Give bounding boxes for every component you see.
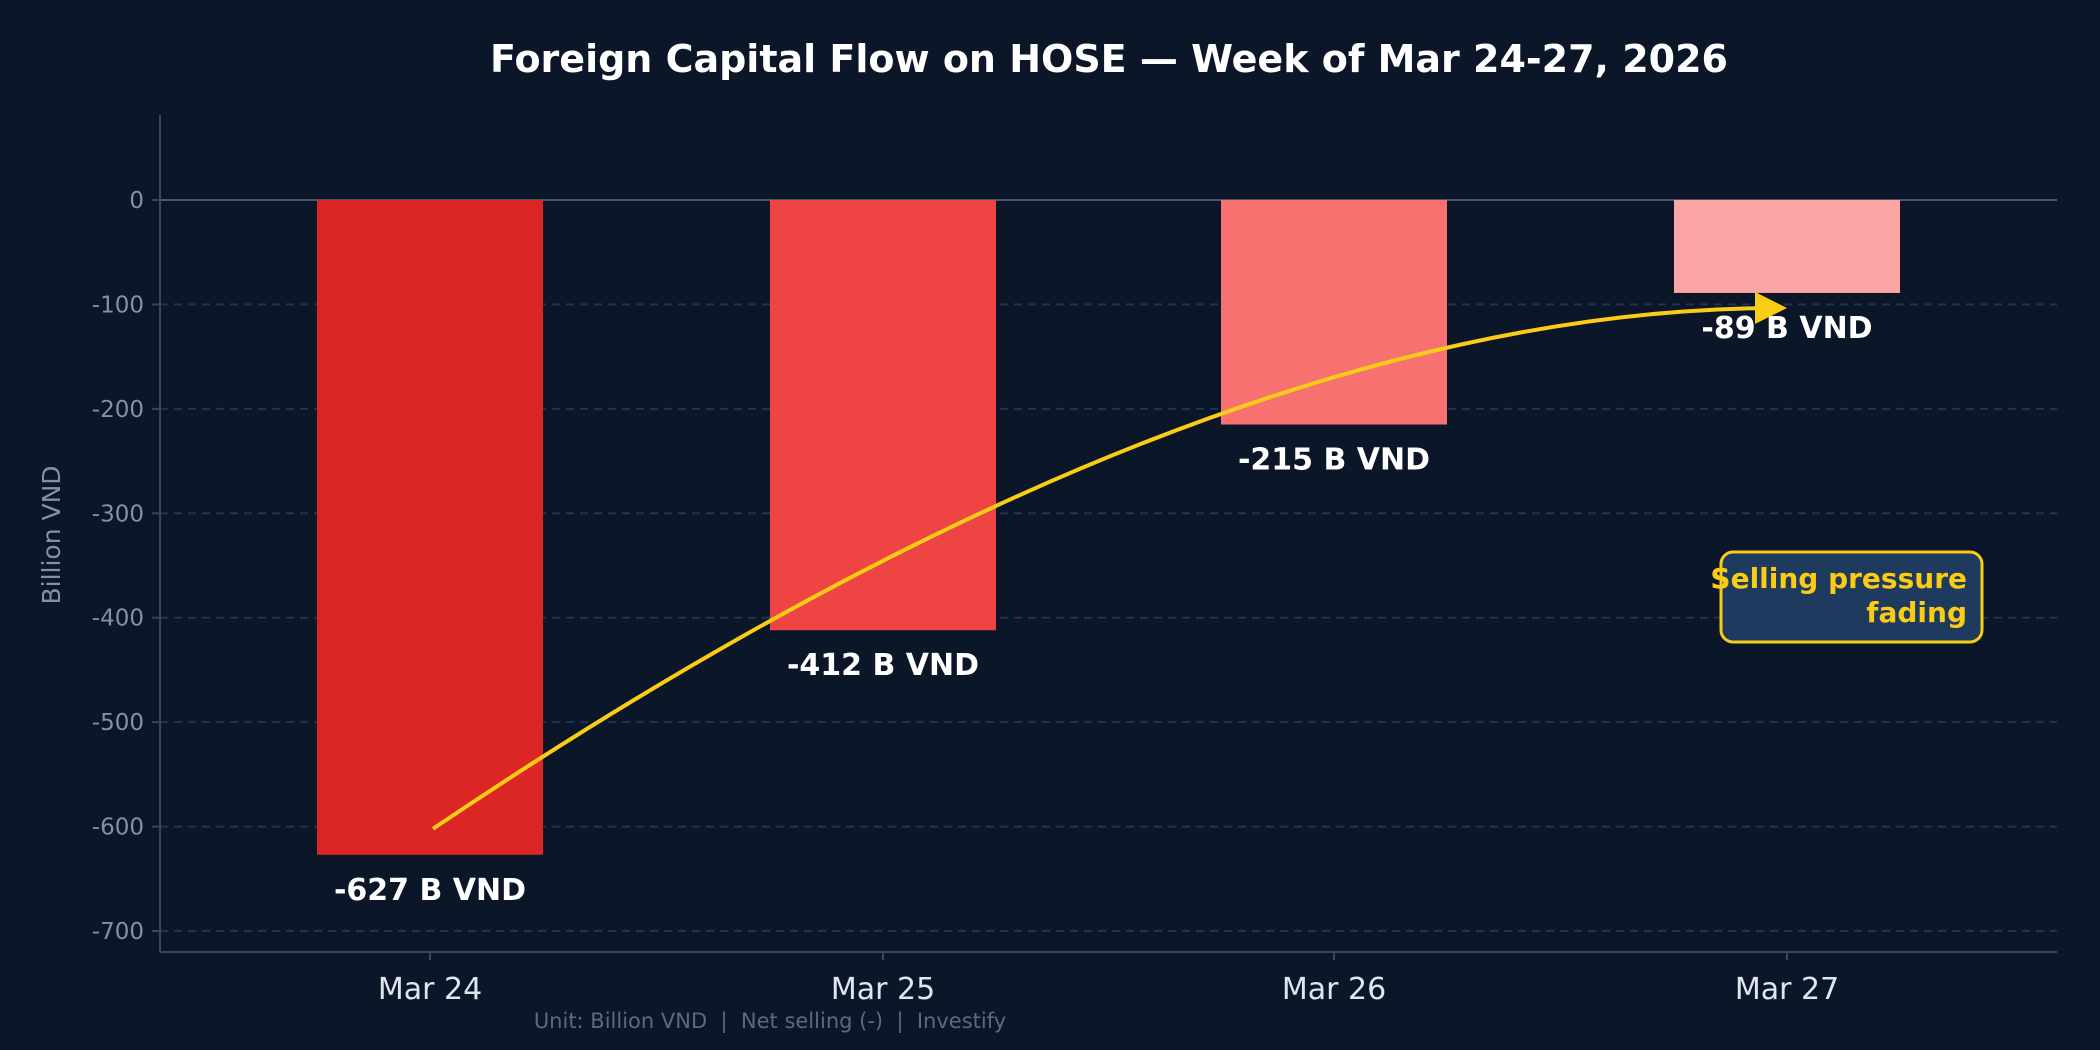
footer-note: Unit: Billion VND | Net selling (-) | In… bbox=[534, 1009, 1006, 1034]
data-label: -215 B VND bbox=[1238, 443, 1430, 478]
x-tick-label: Mar 24 bbox=[378, 972, 482, 1007]
y-tick-label: -300 bbox=[92, 501, 144, 527]
y-tick-label: -100 bbox=[92, 292, 144, 318]
data-label: -412 B VND bbox=[787, 648, 979, 683]
x-tick-label: Mar 26 bbox=[1282, 972, 1386, 1007]
annotation-line1: Selling pressure bbox=[1710, 562, 1967, 595]
y-axis-label: Billion VND bbox=[37, 465, 66, 604]
annotation-box: Selling pressure fading bbox=[1710, 550, 1984, 644]
x-tick-label: Mar 27 bbox=[1735, 972, 1839, 1007]
bar-mar-25 bbox=[770, 200, 996, 631]
data-label: -627 B VND bbox=[334, 873, 526, 908]
bar-mar-27 bbox=[1674, 200, 1900, 293]
y-tick-label: -400 bbox=[92, 606, 144, 632]
y-tick-label: 0 bbox=[129, 188, 144, 214]
bar-mar-24 bbox=[317, 200, 543, 855]
bar-mar-26 bbox=[1221, 200, 1447, 425]
y-tick-label: -700 bbox=[92, 919, 144, 945]
y-tick-label: -500 bbox=[92, 710, 144, 736]
chart-title: Foreign Capital Flow on HOSE — Week of M… bbox=[490, 37, 1728, 81]
annotation-line2: fading bbox=[1866, 596, 1967, 629]
y-tick-label: -600 bbox=[92, 815, 144, 841]
trend-arrow bbox=[431, 291, 1787, 831]
x-tick-label: Mar 25 bbox=[831, 972, 935, 1007]
data-label: -89 B VND bbox=[1701, 311, 1872, 346]
y-tick-label: -200 bbox=[92, 397, 144, 423]
